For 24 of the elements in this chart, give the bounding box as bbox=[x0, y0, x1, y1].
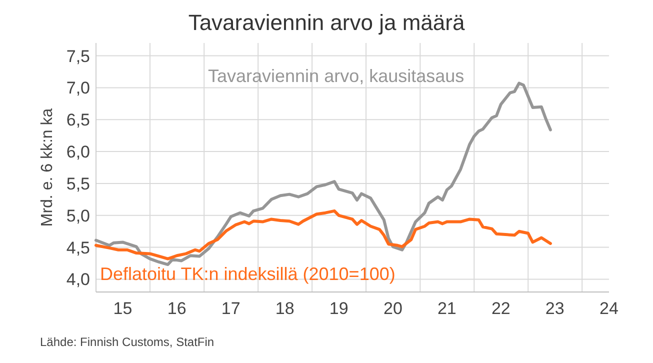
x-tick-label: 18 bbox=[275, 299, 294, 318]
x-tick-label: 24 bbox=[600, 299, 618, 318]
x-tick-label: 21 bbox=[437, 299, 456, 318]
y-tick-label: 4,0 bbox=[66, 270, 90, 290]
series-label: Deflatoitu TK:n indeksillä (2010=100) bbox=[100, 264, 396, 284]
y-tick-label: 4,5 bbox=[66, 238, 90, 258]
text: Tavaraviennin arvo, kausitasaus bbox=[208, 66, 464, 86]
y-tick-label: 6,5 bbox=[66, 110, 90, 130]
y-tick-label: 7,0 bbox=[66, 78, 90, 98]
y-tick-label: 6,0 bbox=[66, 142, 90, 162]
y-tick-label: 5,0 bbox=[66, 206, 90, 226]
y-tick-label: 5,5 bbox=[66, 174, 90, 194]
x-tick-label: 23 bbox=[545, 299, 564, 318]
x-tick-label: 22 bbox=[491, 299, 510, 318]
y-axis-title: Mrd. e. 6 kk:n ka bbox=[39, 108, 56, 227]
x-tick-label: 20 bbox=[383, 299, 402, 318]
x-tick-label: 16 bbox=[167, 299, 186, 318]
text: Lähde: Finnish Customs, StatFin bbox=[40, 335, 214, 349]
x-tick-label: 15 bbox=[113, 299, 132, 318]
y-tick-label: 7,5 bbox=[66, 46, 90, 66]
x-tick-label: 19 bbox=[329, 299, 348, 318]
x-tick-label: 17 bbox=[221, 299, 240, 318]
line-series bbox=[94, 209, 552, 260]
chart-title: Tavaraviennin arvo ja määrä bbox=[188, 10, 466, 35]
